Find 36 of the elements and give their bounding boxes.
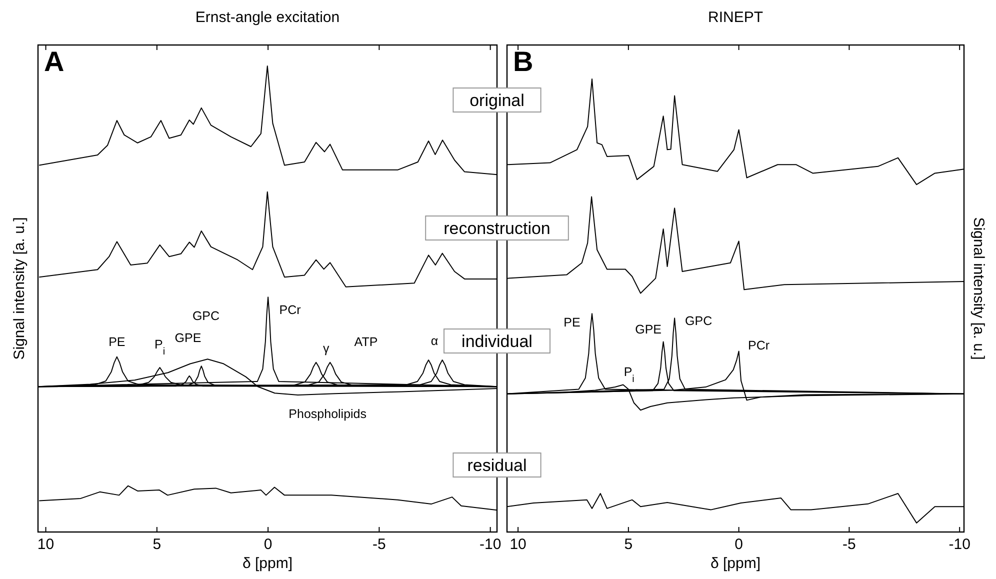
series-label: γ	[322, 341, 330, 356]
annotation: individual	[462, 332, 532, 351]
x-tick-label: -10	[479, 536, 502, 553]
x-axis-title: δ [ppm]	[710, 555, 761, 572]
series-label: GPE	[635, 322, 662, 337]
x-axis-title: δ [ppm]	[242, 555, 293, 572]
series-label: GPC	[685, 314, 712, 328]
series-label: PCr	[748, 338, 770, 352]
series-label: PCr	[279, 303, 301, 318]
x-tick-label: 0	[264, 536, 272, 553]
x-tick-label: 5	[624, 536, 633, 553]
series-label: α	[430, 334, 438, 348]
series-label: P$_{i}$	[624, 364, 634, 384]
series-label: PE	[108, 334, 126, 349]
x-tick-label: -5	[372, 536, 386, 553]
x-tick-label: 5	[152, 536, 162, 553]
chart-title: RINEPT	[708, 9, 764, 26]
x-tick-label: 0	[734, 536, 743, 553]
x-tick-label: 10	[37, 536, 54, 553]
text: B	[513, 46, 534, 77]
x-tick-label: -10	[948, 536, 970, 553]
series-label: P$_{i}$	[154, 338, 166, 357]
x-tick-label: 10	[510, 536, 526, 553]
series-label: PE	[564, 316, 580, 330]
series-label: reconstruction	[444, 219, 550, 238]
annotation: GPC	[192, 309, 220, 323]
annotation: ATP	[354, 335, 378, 349]
annotation: GPE	[174, 331, 202, 345]
series-label: Phospholipids	[288, 407, 367, 422]
y-axis-title: Signal intensity [a. u.]	[970, 217, 987, 360]
text: original	[470, 91, 524, 110]
chart-title: Ernst-angle excitation	[195, 9, 340, 26]
series-label: residual	[467, 456, 527, 475]
annotation: A	[44, 46, 64, 77]
y-axis-title: Signal intensity [a. u.]	[11, 217, 28, 360]
x-tick-label: -5	[842, 536, 856, 553]
